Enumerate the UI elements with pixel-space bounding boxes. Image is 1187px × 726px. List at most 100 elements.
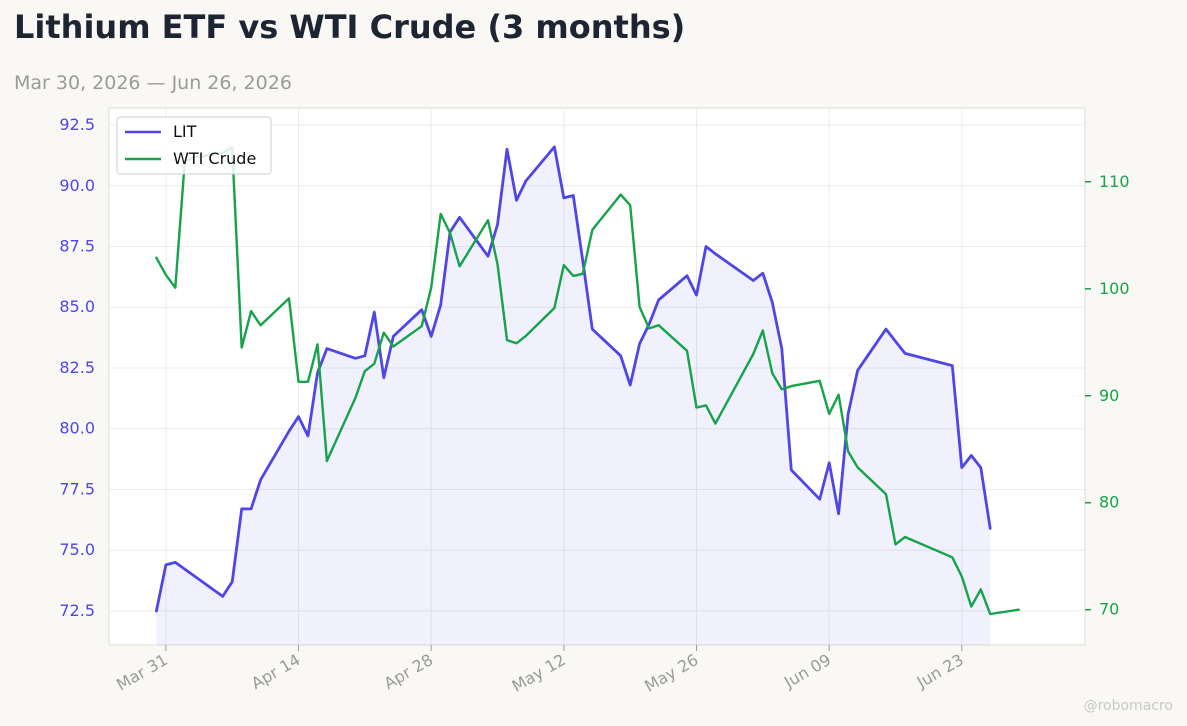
data-point bbox=[648, 327, 650, 329]
watermark: @robomacro bbox=[1083, 698, 1173, 714]
x-tick-label: Apr 14 bbox=[248, 650, 304, 693]
date-range-subtitle: Mar 30, 2026 — Jun 26, 2026 bbox=[14, 72, 292, 94]
data-point bbox=[951, 556, 953, 558]
data-point bbox=[260, 324, 262, 326]
data-point bbox=[373, 363, 375, 365]
y-left-tick-label: 90.0 bbox=[59, 176, 95, 195]
series-layer bbox=[155, 145, 1020, 616]
y-left-tick-label: 92.5 bbox=[59, 115, 95, 134]
data-point bbox=[572, 194, 574, 197]
data-point bbox=[620, 355, 622, 357]
data-point bbox=[326, 460, 328, 462]
legend-label: LIT bbox=[173, 122, 197, 141]
data-point bbox=[430, 335, 432, 337]
data-point bbox=[250, 310, 252, 312]
data-point bbox=[572, 275, 574, 277]
data-point bbox=[752, 279, 754, 282]
data-point bbox=[364, 370, 366, 372]
data-point bbox=[658, 299, 660, 301]
data-point bbox=[658, 324, 660, 326]
data-point bbox=[790, 469, 792, 471]
data-point bbox=[695, 406, 698, 409]
x-tick-label: Jun 23 bbox=[913, 650, 967, 692]
data-point bbox=[260, 479, 262, 481]
data-point bbox=[563, 264, 565, 266]
data-point bbox=[838, 394, 840, 396]
data-point bbox=[857, 369, 859, 371]
data-point bbox=[231, 581, 233, 583]
data-point bbox=[762, 272, 764, 274]
data-point bbox=[989, 613, 991, 615]
data-point bbox=[894, 543, 897, 546]
data-point bbox=[961, 575, 963, 578]
x-axis: Mar 31 Apr 14 Apr 28 May 12 May 26 Jun 09 Jun … bbox=[113, 645, 967, 696]
y-left-tick-label: 75.0 bbox=[59, 540, 95, 559]
y-left-tick-label: 77.5 bbox=[59, 479, 95, 498]
series-fill-0 bbox=[156, 146, 991, 645]
data-point bbox=[297, 416, 300, 418]
data-point bbox=[1018, 609, 1020, 611]
data-point bbox=[506, 148, 508, 150]
data-point bbox=[885, 328, 887, 330]
y-right-tick-label: 110 bbox=[1099, 172, 1130, 191]
data-point bbox=[165, 564, 167, 566]
y-left-tick-label: 80.0 bbox=[59, 419, 95, 438]
data-point bbox=[506, 339, 508, 341]
data-point bbox=[392, 345, 394, 348]
data-point bbox=[316, 343, 319, 345]
y-right-tick-label: 80 bbox=[1099, 493, 1119, 512]
y-left-tick-label: 72.5 bbox=[59, 601, 95, 620]
data-point bbox=[316, 372, 319, 374]
data-point bbox=[496, 263, 499, 265]
data-point bbox=[714, 253, 717, 255]
data-point bbox=[781, 348, 783, 350]
data-point bbox=[819, 380, 821, 382]
data-point bbox=[790, 385, 792, 387]
data-point bbox=[155, 257, 157, 259]
data-point bbox=[459, 265, 461, 267]
x-tick-label: May 26 bbox=[641, 650, 701, 696]
data-point bbox=[639, 343, 641, 345]
data-point bbox=[288, 430, 290, 432]
data-point bbox=[828, 413, 830, 415]
data-point bbox=[828, 462, 830, 464]
data-point bbox=[241, 347, 243, 349]
y-right-tick-label: 70 bbox=[1099, 600, 1119, 619]
data-point bbox=[762, 329, 764, 332]
data-point bbox=[781, 388, 783, 390]
data-point bbox=[819, 498, 821, 500]
data-point bbox=[515, 342, 518, 344]
data-point bbox=[383, 332, 385, 334]
data-point bbox=[885, 493, 887, 495]
data-point bbox=[354, 357, 356, 359]
data-point bbox=[222, 595, 224, 598]
data-point bbox=[951, 365, 953, 367]
plot-area bbox=[108, 107, 1086, 646]
legend: LIT WTI Crude bbox=[116, 116, 272, 175]
right-axis: 70 80 90 100 110 bbox=[1085, 172, 1130, 619]
data-point bbox=[430, 287, 432, 289]
x-tick-label: Jun 09 bbox=[780, 650, 834, 692]
data-point bbox=[421, 309, 423, 311]
data-point bbox=[307, 435, 309, 437]
data-point bbox=[525, 335, 527, 337]
data-point bbox=[440, 304, 442, 306]
left-axis: 72.5 75.0 77.5 80.0 82.5 85.0 87.5 90.0 92.5 bbox=[59, 115, 95, 620]
data-point bbox=[487, 255, 489, 257]
data-point bbox=[383, 377, 385, 379]
data-point bbox=[392, 335, 394, 337]
data-point bbox=[487, 219, 489, 221]
data-point bbox=[620, 194, 622, 196]
data-point bbox=[496, 224, 499, 226]
data-point bbox=[989, 527, 991, 530]
data-point bbox=[648, 323, 650, 325]
data-point bbox=[857, 466, 859, 468]
data-point bbox=[980, 588, 982, 591]
grid bbox=[109, 108, 1085, 645]
data-point bbox=[373, 311, 375, 313]
data-point bbox=[904, 536, 906, 538]
data-point bbox=[440, 213, 442, 215]
data-point bbox=[629, 384, 631, 386]
data-point bbox=[771, 301, 773, 303]
data-point bbox=[515, 199, 518, 201]
